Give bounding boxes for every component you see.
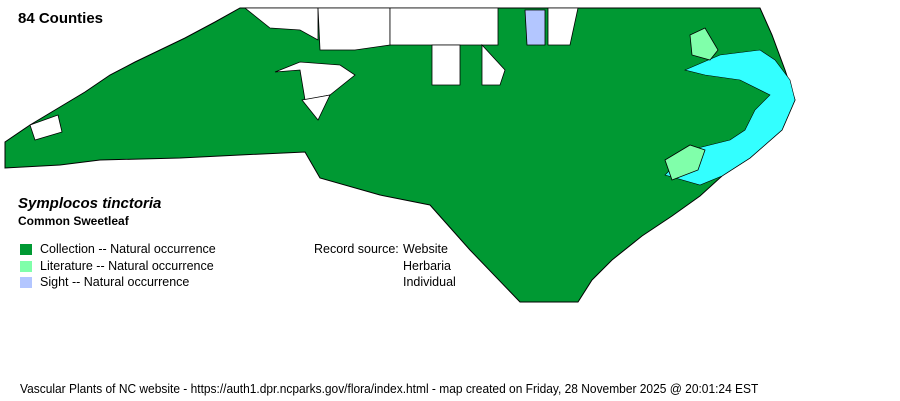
sight-county xyxy=(524,9,546,46)
legend-label: Literature -- Natural occurrence xyxy=(40,259,214,273)
swatch xyxy=(20,260,32,272)
legend-label: Collection -- Natural occurrence xyxy=(40,242,216,256)
legend-label: Sight -- Natural occurrence xyxy=(40,275,190,289)
literature-county-north xyxy=(689,27,719,61)
legend-item-sight: Sight -- Natural occurrence xyxy=(20,275,189,289)
footer-credit: Vascular Plants of NC website - https://… xyxy=(20,381,759,396)
record-source-label: Record source: xyxy=(314,242,399,256)
swatch xyxy=(20,243,32,255)
legend-item-collection: Collection -- Natural occurrence xyxy=(20,242,216,256)
legend-item-literature: Literature -- Natural occurrence xyxy=(20,259,214,273)
common-name: Common Sweetleaf xyxy=(18,214,129,228)
county-count-title: 84 Counties xyxy=(18,10,104,27)
swatch xyxy=(20,276,32,288)
record-source-individual: Individual xyxy=(403,275,456,289)
record-source-website: Website xyxy=(403,242,448,256)
record-source-herbaria: Herbaria xyxy=(403,259,451,273)
scientific-name: Symplocos tinctoria xyxy=(18,195,162,212)
absent-counties xyxy=(29,7,579,141)
literature-county-south xyxy=(664,144,706,181)
